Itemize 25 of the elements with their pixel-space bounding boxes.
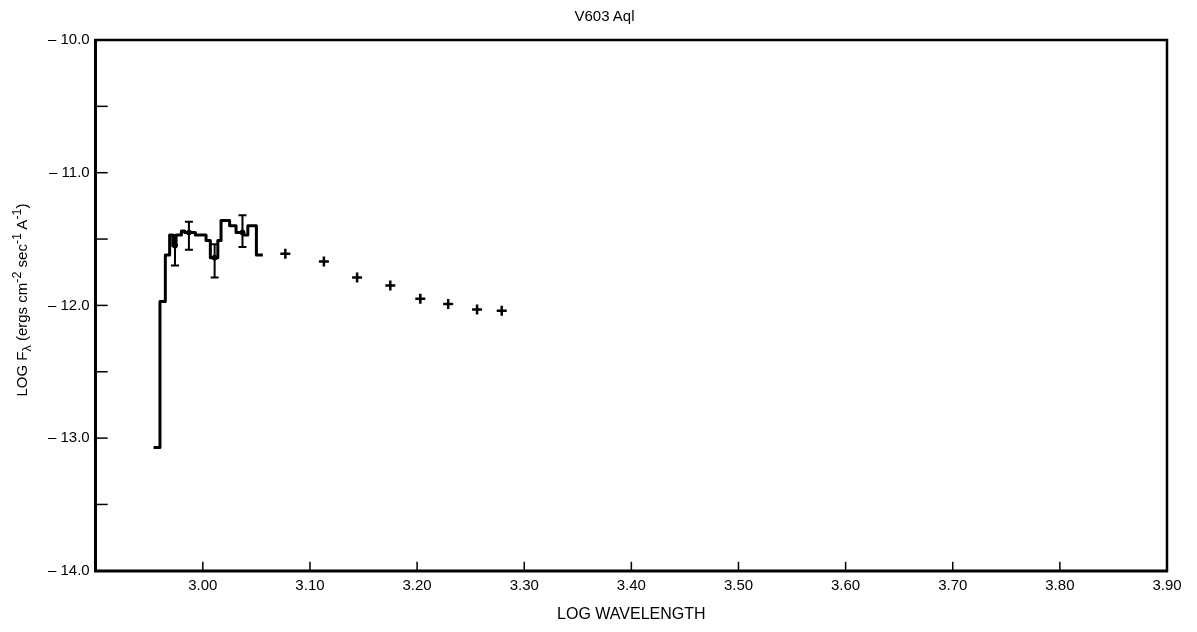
point	[414, 292, 427, 306]
x-tick-label: 3.10	[295, 575, 325, 593]
x-tick-label: 3.40	[616, 575, 646, 593]
chart-title: V603 Aql	[574, 7, 635, 25]
x-tick-label: 3.50	[723, 575, 754, 593]
y-tick-label: – 12.0	[47, 295, 90, 313]
point	[441, 297, 455, 311]
x-tick-label: 3.00	[188, 575, 218, 593]
x-tick-label: 3.70	[938, 575, 968, 593]
y-tick-label: – 10.0	[47, 30, 90, 48]
y-tick-label: – 14.0	[47, 560, 90, 578]
point	[470, 303, 484, 316]
x-axis-title: LOG WAVELENGTH	[557, 604, 706, 622]
x-tick-label: 3.30	[509, 575, 539, 593]
x-tick-label: 3.20	[402, 575, 432, 593]
x-tick-label: 3.90	[1152, 575, 1182, 593]
y-tick-label: – 13.0	[47, 428, 90, 446]
point	[495, 304, 508, 317]
x-tick-label: 3.60	[831, 575, 861, 593]
point	[384, 279, 397, 292]
point	[350, 271, 364, 284]
y-tick-label: – 11.0	[49, 162, 90, 180]
point	[317, 255, 331, 268]
point	[279, 247, 292, 260]
x-tick-label: 3.80	[1045, 575, 1075, 593]
